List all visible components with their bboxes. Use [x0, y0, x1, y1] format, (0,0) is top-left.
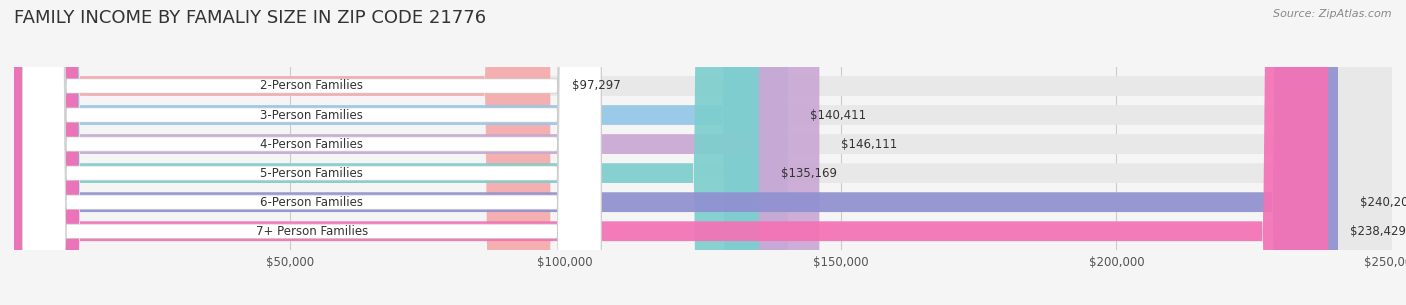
Text: $97,297: $97,297	[572, 80, 621, 92]
Text: $238,429: $238,429	[1350, 225, 1406, 238]
Text: FAMILY INCOME BY FAMALIY SIZE IN ZIP CODE 21776: FAMILY INCOME BY FAMALIY SIZE IN ZIP COD…	[14, 9, 486, 27]
Text: Source: ZipAtlas.com: Source: ZipAtlas.com	[1274, 9, 1392, 19]
FancyBboxPatch shape	[22, 0, 600, 305]
Text: $140,411: $140,411	[810, 109, 866, 121]
FancyBboxPatch shape	[22, 0, 600, 305]
FancyBboxPatch shape	[14, 0, 1392, 305]
Text: 3-Person Families: 3-Person Families	[260, 109, 363, 121]
FancyBboxPatch shape	[14, 0, 1339, 305]
Text: 5-Person Families: 5-Person Families	[260, 167, 363, 180]
FancyBboxPatch shape	[14, 0, 787, 305]
Text: 4-Person Families: 4-Person Families	[260, 138, 363, 151]
Text: $135,169: $135,169	[782, 167, 837, 180]
FancyBboxPatch shape	[22, 0, 600, 305]
FancyBboxPatch shape	[22, 0, 600, 305]
Text: $146,111: $146,111	[841, 138, 897, 151]
Text: 6-Person Families: 6-Person Families	[260, 196, 363, 209]
FancyBboxPatch shape	[14, 0, 759, 305]
FancyBboxPatch shape	[14, 0, 1392, 305]
Text: 2-Person Families: 2-Person Families	[260, 80, 363, 92]
FancyBboxPatch shape	[22, 0, 600, 305]
FancyBboxPatch shape	[14, 0, 550, 305]
FancyBboxPatch shape	[14, 0, 1329, 305]
FancyBboxPatch shape	[14, 0, 1392, 305]
FancyBboxPatch shape	[14, 0, 1392, 305]
Text: 7+ Person Families: 7+ Person Families	[256, 225, 368, 238]
FancyBboxPatch shape	[14, 0, 820, 305]
FancyBboxPatch shape	[14, 0, 1392, 305]
FancyBboxPatch shape	[14, 0, 1392, 305]
Text: $240,208: $240,208	[1360, 196, 1406, 209]
FancyBboxPatch shape	[22, 0, 600, 305]
